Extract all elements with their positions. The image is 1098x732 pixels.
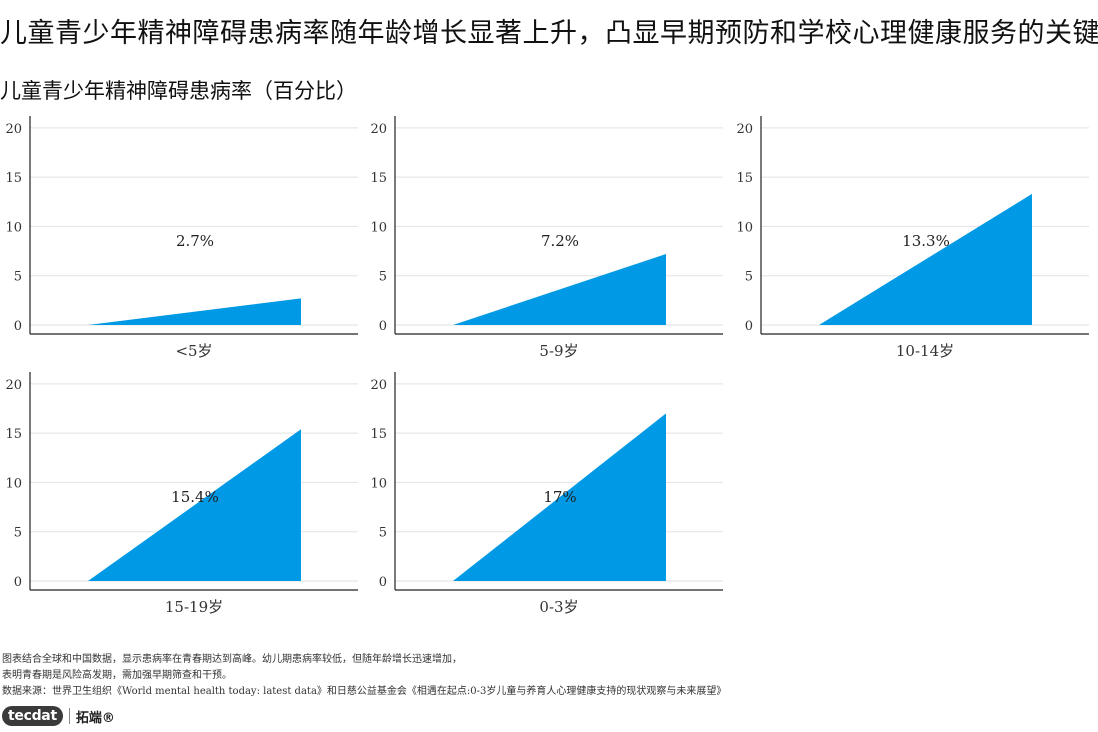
data-label: 2.7%: [176, 232, 214, 250]
y-tick-label: 15: [5, 171, 22, 186]
footer-notes: 图表结合全球和中国数据，显示患病率在青春期达到高峰。幼儿期患病率较低，但随年龄增…: [2, 652, 726, 700]
y-tick-label: 15: [5, 427, 22, 442]
x-category-label: 5-9岁: [539, 342, 578, 360]
y-tick-label: 5: [14, 270, 22, 285]
y-tick-label: 10: [5, 476, 22, 491]
chart-headline: 儿童青少年精神障碍患病率随年龄增长显著上升，凸显早期预防和学校心理健康服务的关键: [0, 18, 1098, 49]
footer-note-line1: 图表结合全球和中国数据，显示患病率在青春期达到高峰。幼儿期患病率较低，但随年龄增…: [2, 654, 462, 665]
y-tick-label: 20: [370, 378, 387, 393]
chart-panel: 0 5 10 15 20 17% 0-3岁: [370, 372, 723, 616]
y-tick-label: 10: [736, 220, 753, 235]
chart-panel: 0 5 10 15 20 7.2% 5-9岁: [370, 116, 723, 360]
data-label: 17%: [543, 488, 576, 506]
chart-panel: 0 5 10 15 20 2.7% <5岁: [5, 116, 358, 360]
y-tick-label: 5: [379, 270, 387, 285]
y-tick-label: 15: [370, 427, 387, 442]
y-tick-label: 0: [745, 319, 753, 334]
y-tick-label: 5: [14, 526, 22, 541]
y-tick-label: 10: [5, 220, 22, 235]
y-tick-label: 5: [379, 526, 387, 541]
y-tick-label: 10: [370, 220, 387, 235]
area-series: [453, 254, 666, 325]
y-tick-label: 20: [736, 122, 753, 137]
logo-name: 拓端®: [75, 710, 115, 726]
y-tick-label: 10: [370, 476, 387, 491]
data-label: 7.2%: [541, 232, 579, 250]
chart-subtitle: 儿童青少年精神障碍患病率（百分比）: [0, 79, 357, 103]
area-series: [819, 193, 1032, 325]
y-tick-label: 20: [370, 122, 387, 137]
chart-panel: 0 5 10 15 20 13.3% 10-14岁: [736, 116, 1089, 360]
area-series: [453, 413, 666, 581]
x-category-label: <5岁: [175, 342, 212, 360]
y-tick-label: 0: [379, 319, 387, 334]
area-series: [88, 298, 301, 325]
x-category-label: 15-19岁: [165, 598, 223, 616]
footer-note-line2: 表明青春期是风险高发期，需加强早期筛查和干预。: [2, 670, 232, 681]
logo-badge: tecdat: [2, 706, 63, 726]
y-tick-label: 0: [14, 319, 22, 334]
y-tick-label: 15: [736, 171, 753, 186]
logo-divider: [68, 708, 70, 724]
chart-panel: 0 5 10 15 20 15.4% 15-19岁: [5, 372, 358, 616]
y-tick-label: 20: [5, 378, 22, 393]
y-tick-label: 0: [379, 575, 387, 590]
y-tick-label: 5: [745, 270, 753, 285]
x-category-label: 0-3岁: [539, 598, 578, 616]
area-series: [88, 429, 301, 581]
y-tick-label: 15: [370, 171, 387, 186]
footer-source: 数据来源：世界卫生组织《World mental health today: l…: [2, 686, 727, 697]
brand-logo: tecdat 拓端®: [2, 704, 115, 728]
y-tick-label: 20: [5, 122, 22, 137]
data-label: 13.3%: [902, 232, 950, 250]
small-multiples-chart: 0 5 10 15 20 2.7% <5岁 0 5 10 15 20 7.2% 5-9岁 0 5 10 15 20 1…: [5, 116, 1089, 616]
y-tick-label: 0: [14, 575, 22, 590]
data-label: 15.4%: [171, 488, 219, 506]
x-category-label: 10-14岁: [896, 342, 954, 360]
